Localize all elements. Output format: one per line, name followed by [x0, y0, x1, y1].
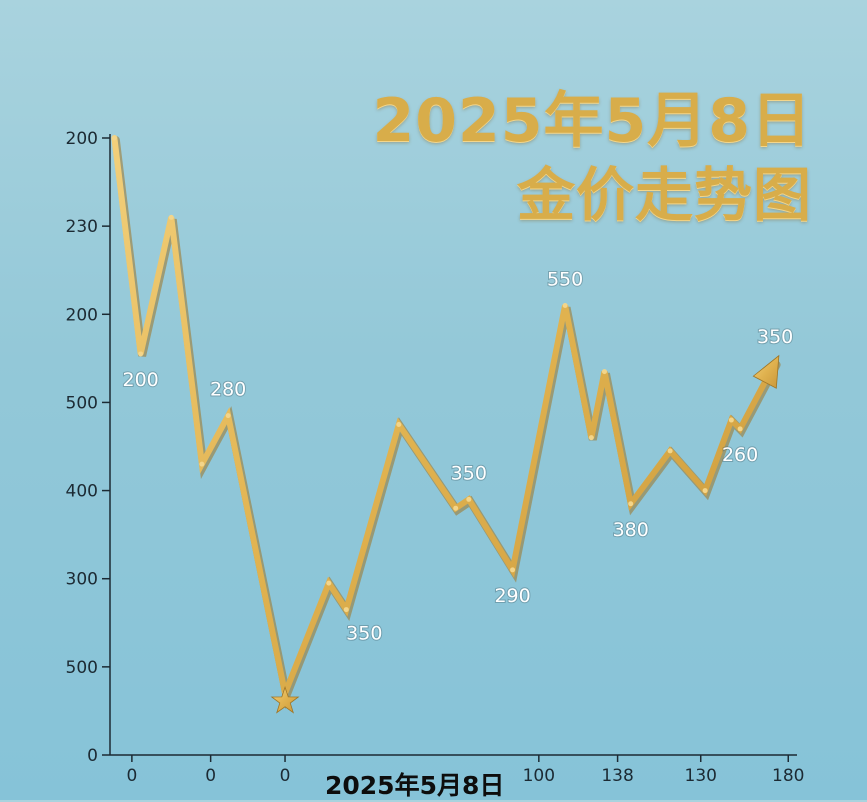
data-point	[326, 580, 332, 586]
x-tick-label: 100	[523, 766, 555, 786]
data-point	[138, 351, 144, 357]
x-tick-label: 130	[685, 766, 717, 786]
y-axis-ticks: 200 230 200 500 400 300 500 0	[66, 129, 110, 766]
data-point	[562, 302, 568, 308]
chart-title-date: 2025年5月8日	[372, 86, 812, 156]
minimum-star-marker	[270, 686, 300, 714]
data-point	[628, 501, 634, 507]
y-tick-label: 300	[66, 570, 98, 590]
x-tick-label: 138	[601, 766, 633, 786]
data-label: 290	[494, 585, 530, 607]
data-point	[111, 135, 117, 141]
data-point	[601, 369, 607, 375]
series-line	[111, 135, 779, 704]
data-point	[199, 461, 205, 467]
x-tick-label: 0	[280, 766, 291, 786]
data-point	[510, 567, 516, 573]
y-tick-label: 200	[66, 305, 98, 325]
data-label: 280	[210, 379, 246, 401]
data-point	[588, 435, 594, 441]
y-tick-label: 230	[66, 217, 98, 237]
data-point	[453, 505, 459, 511]
y-tick-label: 200	[66, 129, 98, 149]
data-point	[168, 214, 174, 220]
data-labels: 200 280 350 350 290 550 380 260 350	[121, 267, 794, 645]
series-line-shadow	[111, 136, 781, 710]
data-point	[225, 413, 231, 419]
x-axis-ticks: 0 0 0 100 138 130 180	[126, 755, 804, 786]
data-label: 200	[122, 369, 158, 391]
data-point	[702, 488, 708, 494]
x-axis-caption: 2025年5月8日	[325, 771, 505, 800]
data-point	[396, 421, 402, 427]
data-point	[466, 496, 472, 502]
data-label: 350	[346, 623, 382, 645]
data-label: 350	[757, 326, 793, 348]
x-tick-label: 0	[126, 766, 137, 786]
trend-arrowhead	[752, 354, 780, 389]
data-label: 260	[722, 444, 758, 466]
data-point	[728, 417, 734, 423]
data-point	[667, 448, 673, 454]
data-point	[343, 607, 349, 613]
y-tick-label: 400	[66, 482, 98, 502]
y-tick-label: 500	[66, 393, 98, 413]
y-tick-label: 500	[66, 658, 98, 678]
x-tick-label: 0	[205, 766, 216, 786]
axes	[109, 134, 797, 756]
data-label: 550	[547, 268, 583, 290]
chart-title: 金价走势图	[516, 161, 812, 229]
y-tick-label: 0	[87, 746, 98, 766]
series-layer	[111, 135, 781, 714]
data-label: 380	[613, 519, 649, 541]
data-label: 350	[451, 462, 487, 484]
x-tick-label: 180	[772, 766, 804, 786]
data-point	[737, 426, 743, 432]
